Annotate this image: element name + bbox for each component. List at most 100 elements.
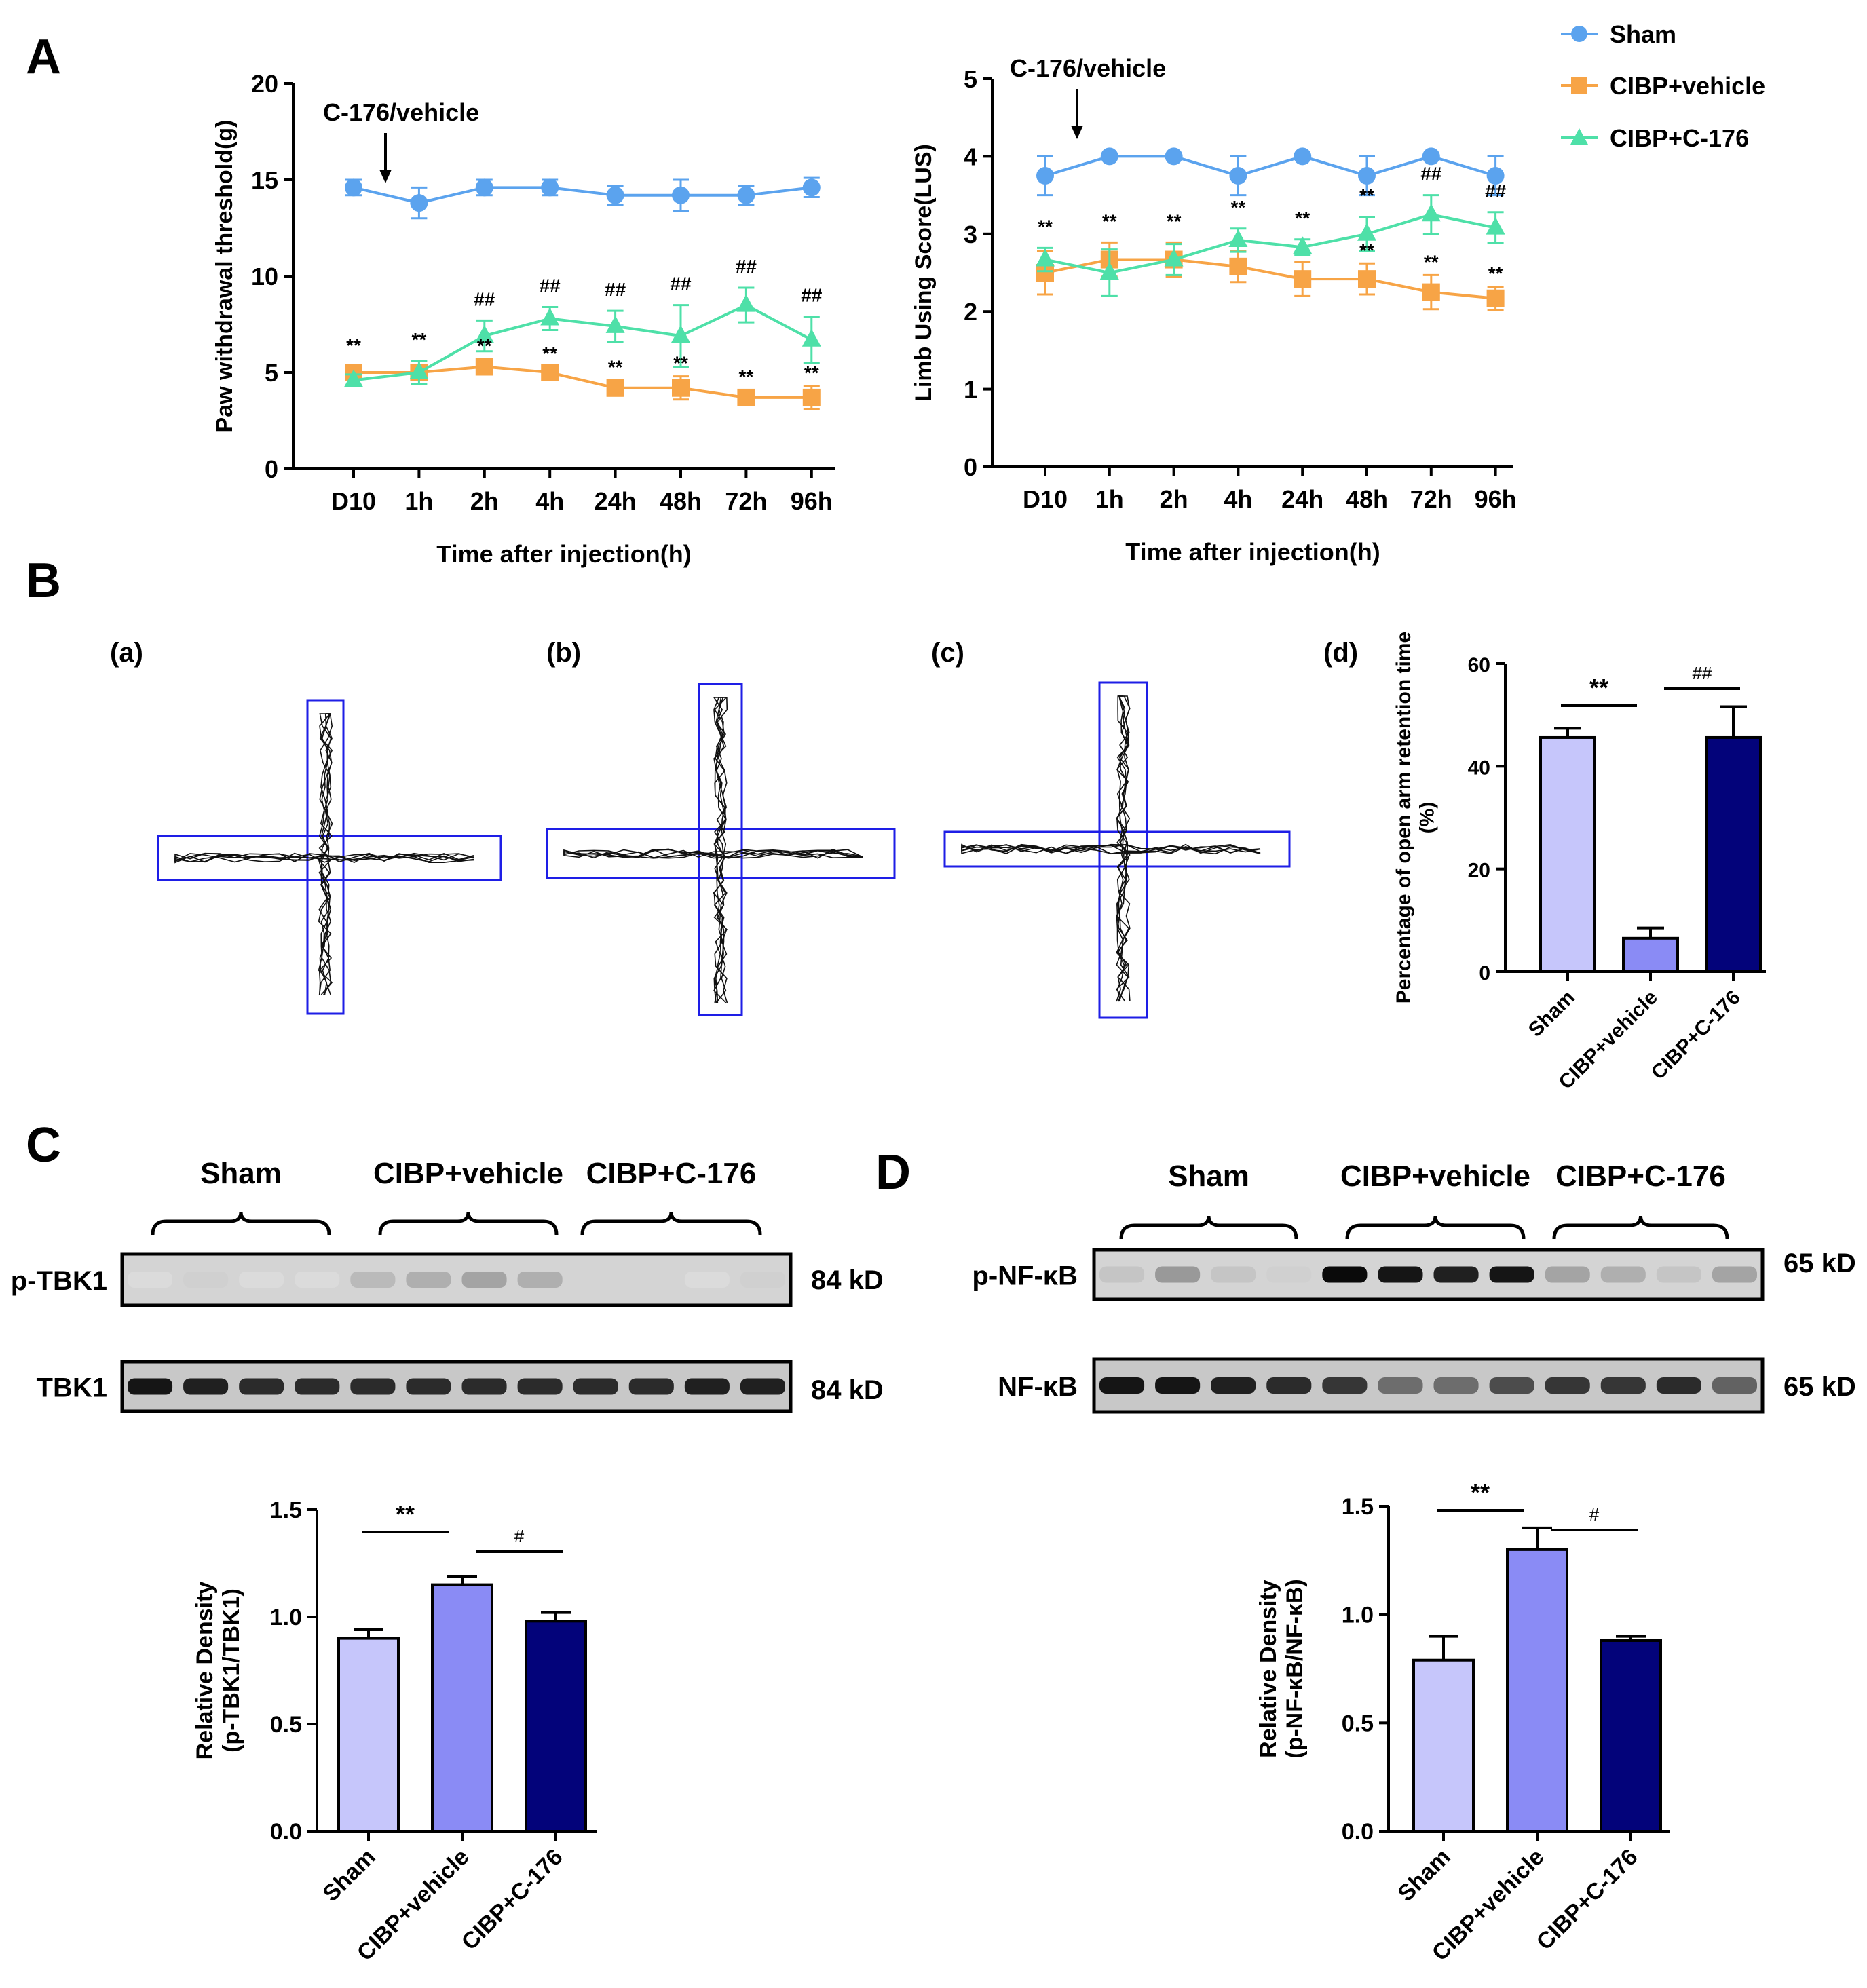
blot-band: [1155, 1377, 1201, 1394]
blot-band: [740, 1272, 785, 1288]
data-point: [737, 388, 755, 406]
injection-arrowhead: [379, 170, 392, 183]
injection-annotation: C-176/vehicle: [1010, 54, 1166, 82]
blot-band: [295, 1272, 340, 1288]
y-tick-label: 4: [964, 142, 977, 170]
y-tick-label: 0: [1479, 962, 1490, 985]
data-point: [541, 178, 559, 197]
bar-2: [1600, 1639, 1662, 1833]
blot-band: [684, 1378, 730, 1395]
series-line-0: [1044, 155, 1496, 178]
blot-strip: [1092, 1248, 1765, 1301]
data-point: [345, 178, 362, 197]
significance-mark: **: [673, 353, 688, 374]
y-tick-label: 1: [964, 376, 977, 404]
data-point: [672, 186, 690, 204]
maze-track-vertical: [1116, 695, 1131, 1002]
legend-marker-triangle: [1570, 128, 1588, 145]
significance-mark: ##: [474, 288, 495, 309]
significance-mark: **: [1589, 674, 1608, 702]
bar-1: [431, 1583, 493, 1833]
x-axis-label: Time after injection(h): [1125, 538, 1380, 566]
significance-mark: ##: [1485, 180, 1507, 202]
y-axis-label-line1: Relative Density: [1256, 1580, 1281, 1758]
x-tick-label: D10: [1023, 485, 1068, 513]
y-axis-label: Paw withdrawal threshold(g): [212, 120, 238, 433]
maze-track-vertical: [1116, 695, 1131, 1002]
significance-mark: **: [1359, 240, 1374, 261]
significance-mark: **: [1488, 263, 1503, 284]
x-tick-label: 4h: [535, 487, 564, 515]
blot-row-label: p-TBK1: [11, 1266, 107, 1296]
blot-band: [1322, 1266, 1368, 1283]
data-point: [737, 186, 755, 204]
blot-band: [1211, 1377, 1256, 1394]
blot-band: [1545, 1266, 1590, 1283]
data-point: [802, 328, 821, 347]
blot-molecular-weight: 84 kD: [811, 1375, 884, 1405]
maze-track-vertical: [318, 713, 333, 995]
western-blot-nfkb: Sham CIBP+vehicle CIBP+C-176 p-NF-κB 65 kD NF…: [972, 1160, 1856, 1414]
blot-band: [461, 1272, 507, 1288]
data-point: [1036, 248, 1055, 267]
significance-mark: #: [514, 1526, 525, 1546]
bar-0: [1412, 1658, 1475, 1833]
y-tick-label: 15: [251, 166, 278, 194]
bar-1: [1622, 936, 1679, 973]
blot-molecular-weight: 84 kD: [811, 1265, 884, 1295]
y-axis-label-line2: (p-TBK1/TBK1): [219, 1588, 244, 1753]
blot-group-label: CIBP+C-176: [586, 1157, 757, 1190]
chart-pnfkb-density: 0.00.51.01.5ShamCIBP+vehicleCIBP+C-176Re…: [1256, 1478, 1670, 1966]
blot-group-label: CIBP+vehicle: [373, 1157, 563, 1190]
blot-band: [1489, 1266, 1534, 1283]
y-axis-label-line1: Relative Density: [192, 1582, 218, 1760]
significance-mark: **: [1295, 208, 1310, 229]
maze-horizontal-arm: [157, 835, 502, 881]
data-point: [1358, 167, 1376, 185]
blot-group-label: CIBP+C-176: [1555, 1160, 1726, 1193]
significance-mark: ##: [1420, 164, 1442, 185]
data-point: [671, 325, 690, 343]
panel-b-label-d: (d): [1323, 638, 1358, 668]
bar-1: [1506, 1548, 1568, 1833]
series-line-2: [353, 303, 812, 382]
blot-band: [628, 1378, 674, 1395]
blot-row-label: p-NF-κB: [972, 1261, 1078, 1291]
data-point: [606, 379, 624, 397]
x-tick-label: 72h: [725, 487, 767, 515]
significance-mark: ##: [670, 273, 692, 294]
x-tick-label: 2h: [1160, 485, 1188, 513]
significance-mark: **: [804, 362, 819, 383]
y-tick-label: 5: [964, 65, 977, 93]
panel-b-label-a: (a): [110, 638, 143, 668]
data-point: [672, 379, 690, 397]
x-tick-label: 24h: [595, 487, 637, 515]
blot-band: [1378, 1377, 1423, 1394]
panel-b-label-c: (c): [931, 638, 964, 668]
maze-track-horizontal: [563, 848, 863, 859]
blot-band: [239, 1378, 284, 1395]
y-tick-label: 3: [964, 221, 977, 248]
blot-band: [1322, 1377, 1368, 1394]
western-blot-tbk1: Sham CIBP+vehicle CIBP+C-176 p-TBK1 84 kD TBK…: [11, 1157, 884, 1413]
blot-band: [1600, 1377, 1646, 1394]
significance-mark: **: [1102, 210, 1117, 231]
data-point: [1294, 270, 1312, 288]
y-tick-label: 0.5: [270, 1712, 302, 1738]
data-point: [1228, 229, 1248, 247]
y-tick-label: 1.5: [270, 1497, 302, 1523]
significance-mark: #: [1589, 1504, 1600, 1525]
y-axis-label: Limb Using Score(LUS): [911, 144, 937, 402]
blot-group-label: Sham: [200, 1157, 282, 1190]
blot-band: [1155, 1266, 1201, 1283]
x-tick-label: 96h: [1475, 485, 1517, 513]
injection-arrowhead: [1071, 126, 1083, 139]
panel-b-label-b: (b): [546, 638, 581, 668]
x-axis-label: Time after injection(h): [436, 540, 691, 568]
blot-strip: [120, 1360, 793, 1413]
blot-band: [183, 1378, 229, 1395]
blot-band: [350, 1378, 396, 1395]
blot-band: [183, 1272, 229, 1288]
blot-group-brace: [1345, 1215, 1526, 1240]
blot-group-brace: [1119, 1215, 1298, 1240]
